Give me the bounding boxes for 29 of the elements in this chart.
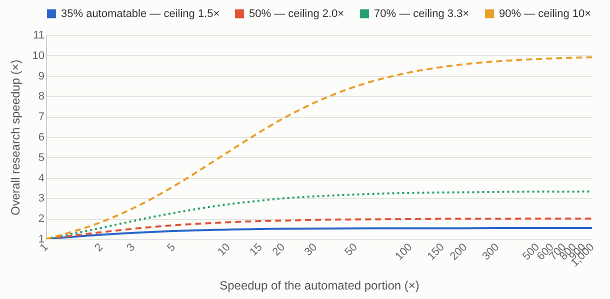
y-tick-label: 6: [38, 132, 44, 144]
x-tick-label: 30: [302, 241, 320, 258]
x-tick-label: 15: [248, 241, 265, 258]
y-tick-label: 9: [38, 70, 44, 82]
y-axis-title: Overall research speedup (×): [8, 60, 22, 216]
y-tick-label: 3: [38, 192, 44, 205]
y-tick-label: 8: [38, 90, 44, 103]
x-tick-label: 150: [425, 241, 447, 263]
x-tick-label: 10: [216, 241, 233, 258]
x-tick-label: 20: [270, 241, 288, 258]
legend-label: 35% automatable — ceiling 1.5×: [61, 8, 220, 20]
legend-label: 70% — ceiling 3.3×: [374, 8, 470, 20]
x-tick-label: 100: [393, 241, 415, 263]
legend-label: 50% — ceiling 2.0×: [249, 8, 344, 20]
x-tick-label: 50: [342, 241, 360, 258]
y-tick-label: 4: [38, 172, 44, 184]
legend-label: 90% — ceiling 10×: [499, 8, 592, 20]
x-tick-label: 2: [92, 241, 106, 254]
x-tick-label: 5: [165, 241, 178, 254]
x-tick-label: 3: [124, 241, 138, 254]
y-tick-label: 1: [38, 234, 44, 246]
y-tick-label: 7: [38, 111, 44, 124]
x-tick-label: 300: [480, 241, 502, 263]
y-tick-label: 2: [38, 213, 44, 226]
y-tick-label: 5: [38, 152, 44, 164]
y-tick-label: 10: [32, 50, 44, 62]
x-tick-label: 200: [448, 241, 470, 263]
x-axis-title: Speedup of the automated portion (×): [220, 278, 420, 292]
y-tick-label: 11: [33, 30, 44, 42]
